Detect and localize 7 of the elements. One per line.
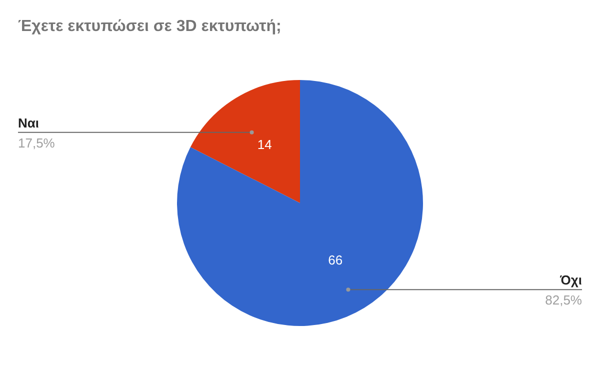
- slice-label: Ναι: [18, 115, 40, 130]
- slice-label: Όχι: [559, 272, 582, 288]
- data-label: 14: [257, 136, 272, 152]
- text: 17,5%: [18, 135, 56, 150]
- chart-title: Έχετε εκτυπώσει σε 3D εκτυπωτή;: [18, 18, 282, 36]
- text: 82,5%: [545, 292, 582, 308]
- data-label: 66: [328, 252, 343, 268]
